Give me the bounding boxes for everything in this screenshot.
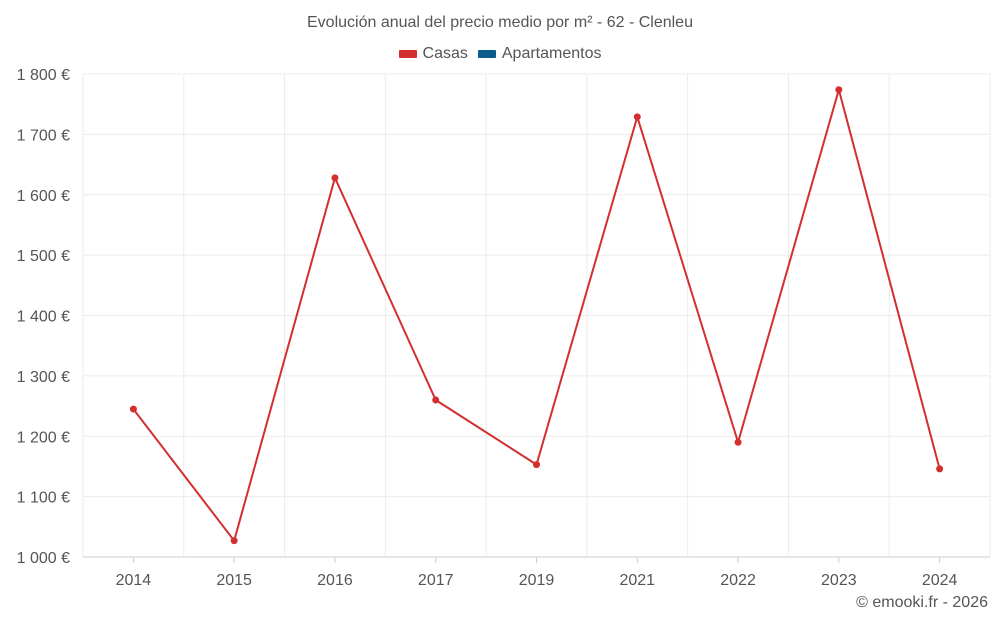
legend-item-casas[interactable]: Casas [398, 45, 468, 63]
data-point [230, 537, 238, 545]
x-tick-label: 2022 [720, 572, 756, 589]
chart-title: Evolución anual del precio medio por m² … [307, 14, 693, 31]
data-point [432, 396, 440, 404]
data-point [633, 113, 641, 121]
y-tick-label: 1 500 € [17, 248, 70, 265]
y-tick-label: 1 700 € [17, 127, 70, 144]
x-tick-label: 2024 [922, 572, 958, 589]
x-tick-label: 2015 [216, 572, 252, 589]
y-tick-label: 1 100 € [17, 490, 70, 507]
y-tick-label: 1 200 € [17, 429, 70, 446]
y-tick-label: 1 800 € [17, 67, 70, 84]
x-tick-label: 2019 [519, 572, 555, 589]
legend-label-casas: Casas [422, 45, 468, 62]
x-tick-label: 2014 [116, 572, 152, 589]
legend-label-apartamentos: Apartamentos [501, 45, 602, 62]
y-tick-label: 1 600 € [17, 188, 70, 205]
legend-swatch-casas [398, 50, 417, 58]
data-point [734, 438, 742, 446]
x-tick-label: 2016 [317, 572, 353, 589]
data-point [533, 461, 540, 469]
data-point [331, 174, 339, 182]
legend-item-apartamentos[interactable]: Apartamentos [477, 45, 602, 63]
y-tick-label: 1 000 € [17, 550, 70, 567]
data-point [936, 465, 944, 473]
x-tick-label: 2017 [418, 572, 454, 589]
legend: Casas Apartamentos [0, 45, 1000, 63]
data-point [835, 86, 843, 94]
x-tick-label: 2023 [821, 572, 857, 589]
y-tick-label: 1 300 € [17, 369, 70, 386]
legend-swatch-apartamentos [477, 50, 496, 58]
data-point [129, 405, 137, 413]
credit-text: © emooki.fr - 2026 [856, 594, 988, 611]
x-tick-label: 2021 [619, 572, 655, 589]
y-tick-label: 1 400 € [17, 309, 70, 326]
